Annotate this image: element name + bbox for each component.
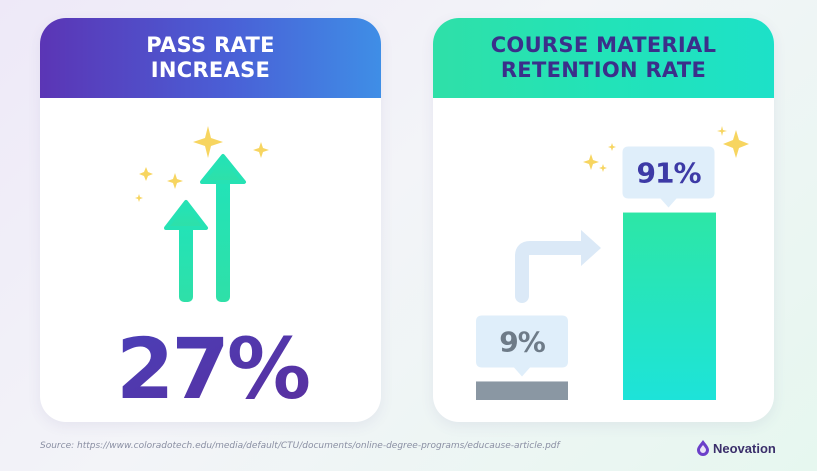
brand-name: Neovation	[713, 440, 776, 456]
retention-bar-1	[476, 381, 568, 400]
pass-rate-header: PASS RATE INCREASE	[40, 18, 381, 98]
value-label-bubble-2	[622, 146, 715, 208]
retention-title-line-2: RETENTION RATE	[500, 58, 707, 82]
pass-rate-illustration: 27%	[116, 126, 312, 418]
sparkle-icon	[599, 164, 607, 172]
sparkle-icon	[139, 167, 153, 181]
value-label-bubble-1	[476, 315, 568, 377]
sparkle-icon	[135, 194, 143, 202]
turn-right-arrow-icon	[515, 230, 601, 303]
source-citation: Source: https://www.coloradotech.edu/med…	[40, 441, 560, 451]
retention-title-line-1: COURSE MATERIAL	[490, 33, 717, 57]
sparkle-icon	[193, 126, 223, 158]
sparkle-icon	[717, 126, 727, 136]
sparkle-icon	[583, 154, 599, 170]
up-arrow-icon	[164, 200, 208, 302]
sparkle-icon	[167, 173, 183, 189]
up-arrow-icon	[200, 154, 246, 302]
retention-rate-header: COURSE MATERIAL RETENTION RATE	[433, 18, 774, 98]
sparkle-icon	[608, 143, 616, 151]
sparkle-icon	[253, 142, 269, 158]
pass-rate-card: PASS RATE INCREASE	[40, 18, 381, 422]
neovation-logo-icon	[697, 440, 709, 456]
retention-chart: 9% 91%	[476, 126, 749, 400]
pass-rate-title-line-1: PASS RATE	[146, 33, 275, 57]
retention-value-label-2: 91%	[636, 157, 701, 190]
retention-value-label-1: 9%	[499, 325, 545, 358]
pass-rate-value: 27%	[116, 320, 309, 418]
retention-rate-card: COURSE MATERIAL RETENTION RATE	[433, 18, 774, 422]
pass-rate-title-line-2: INCREASE	[150, 58, 271, 82]
brand-logo: Neovation	[697, 440, 776, 456]
retention-bar-2	[623, 212, 716, 400]
sparkle-icon	[723, 130, 749, 158]
